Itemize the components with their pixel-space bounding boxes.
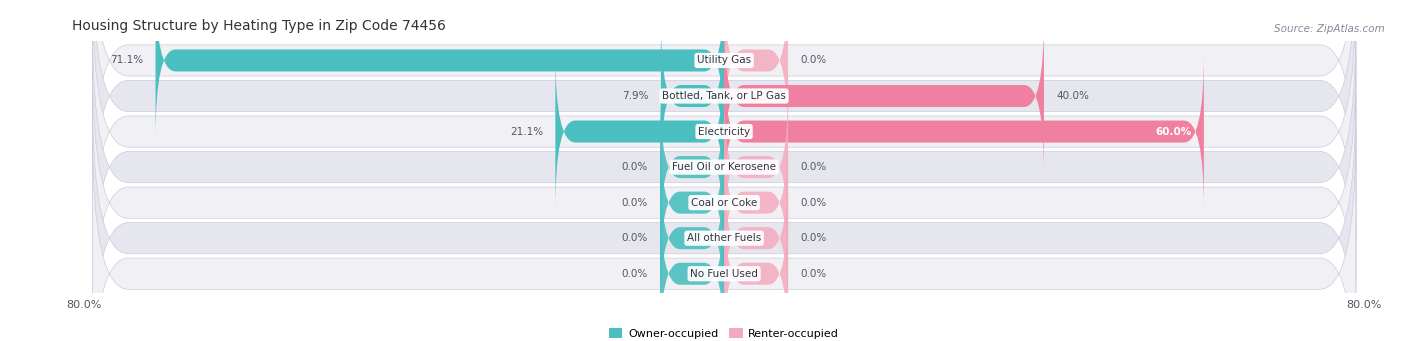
FancyBboxPatch shape bbox=[724, 196, 787, 341]
FancyBboxPatch shape bbox=[93, 130, 1355, 341]
FancyBboxPatch shape bbox=[724, 18, 1043, 174]
FancyBboxPatch shape bbox=[156, 0, 724, 138]
Text: 0.0%: 0.0% bbox=[800, 162, 827, 172]
Text: Bottled, Tank, or LP Gas: Bottled, Tank, or LP Gas bbox=[662, 91, 786, 101]
Text: Housing Structure by Heating Type in Zip Code 74456: Housing Structure by Heating Type in Zip… bbox=[72, 19, 446, 33]
Text: 71.1%: 71.1% bbox=[111, 56, 143, 65]
Text: 0.0%: 0.0% bbox=[800, 56, 827, 65]
Text: Fuel Oil or Kerosene: Fuel Oil or Kerosene bbox=[672, 162, 776, 172]
Text: 0.0%: 0.0% bbox=[621, 198, 648, 208]
FancyBboxPatch shape bbox=[661, 125, 724, 280]
FancyBboxPatch shape bbox=[724, 125, 787, 280]
Text: 21.1%: 21.1% bbox=[510, 127, 543, 136]
Text: Electricity: Electricity bbox=[697, 127, 751, 136]
FancyBboxPatch shape bbox=[93, 23, 1355, 311]
FancyBboxPatch shape bbox=[93, 94, 1355, 341]
FancyBboxPatch shape bbox=[724, 54, 1204, 209]
FancyBboxPatch shape bbox=[661, 160, 724, 316]
Text: 0.0%: 0.0% bbox=[621, 269, 648, 279]
Text: 0.0%: 0.0% bbox=[800, 198, 827, 208]
FancyBboxPatch shape bbox=[724, 0, 787, 138]
Text: 0.0%: 0.0% bbox=[621, 162, 648, 172]
Text: 0.0%: 0.0% bbox=[800, 269, 827, 279]
FancyBboxPatch shape bbox=[93, 0, 1355, 240]
Text: No Fuel Used: No Fuel Used bbox=[690, 269, 758, 279]
FancyBboxPatch shape bbox=[93, 58, 1355, 341]
Text: All other Fuels: All other Fuels bbox=[688, 233, 761, 243]
Text: 7.9%: 7.9% bbox=[623, 91, 650, 101]
Legend: Owner-occupied, Renter-occupied: Owner-occupied, Renter-occupied bbox=[605, 324, 844, 341]
FancyBboxPatch shape bbox=[724, 89, 787, 245]
FancyBboxPatch shape bbox=[661, 196, 724, 341]
FancyBboxPatch shape bbox=[93, 0, 1355, 276]
Text: 40.0%: 40.0% bbox=[1056, 91, 1088, 101]
Text: Coal or Coke: Coal or Coke bbox=[690, 198, 758, 208]
FancyBboxPatch shape bbox=[93, 0, 1355, 205]
Text: Utility Gas: Utility Gas bbox=[697, 56, 751, 65]
Text: 0.0%: 0.0% bbox=[621, 233, 648, 243]
FancyBboxPatch shape bbox=[724, 160, 787, 316]
Text: 0.0%: 0.0% bbox=[800, 233, 827, 243]
FancyBboxPatch shape bbox=[555, 54, 724, 209]
Text: Source: ZipAtlas.com: Source: ZipAtlas.com bbox=[1274, 24, 1385, 34]
FancyBboxPatch shape bbox=[661, 18, 724, 174]
Text: 60.0%: 60.0% bbox=[1156, 127, 1192, 136]
FancyBboxPatch shape bbox=[661, 89, 724, 245]
